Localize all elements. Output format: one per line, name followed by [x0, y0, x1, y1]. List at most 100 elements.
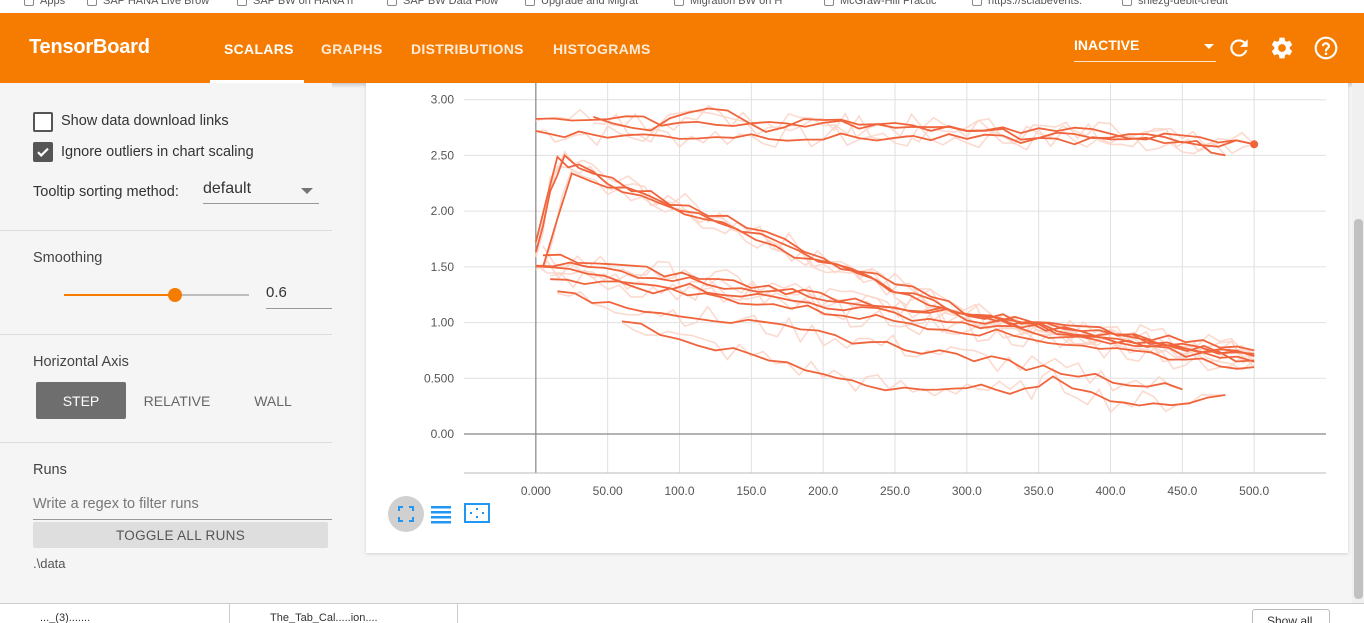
chart-card: 0.000 50.00 100.0 150.0 200.0 250.0 300.0 350.0… [366, 83, 1348, 553]
bookmark-icon [237, 0, 247, 6]
tab-histograms[interactable]: HISTOGRAMS [553, 41, 651, 57]
smoothing-slider-fill [64, 294, 175, 296]
chevron-down-icon [301, 188, 313, 194]
download-label: ..._(3)....... [40, 612, 91, 623]
bookmark-label: Migration BW on H [690, 0, 783, 7]
scrollbar-thumb[interactable] [1354, 219, 1363, 599]
ignore-outliers-checkbox[interactable] [33, 142, 53, 162]
series-line [535, 265, 1255, 363]
bookmark-label: sniezg-debit-credit [1138, 0, 1228, 7]
bookmark-item[interactable]: https://sclabevents. [972, 0, 1082, 7]
bookmark-icon [525, 0, 535, 6]
run-status-dropdown[interactable]: INACTIVE [1074, 37, 1216, 62]
smoothing-slider-handle[interactable] [168, 288, 182, 302]
download-item[interactable]: The_Tab_Cal.....ion.... [230, 604, 458, 623]
active-tab-indicator [210, 80, 304, 83]
bookmark-item[interactable]: Apps [24, 0, 65, 7]
run-filter-input[interactable]: Write a regex to filter runs [33, 496, 332, 520]
tooltip-sorting-dropdown[interactable]: default [203, 180, 319, 204]
raw-series-line [535, 165, 1255, 371]
app-logo: TensorBoard [29, 36, 150, 58]
bookmark-item[interactable]: Upgrade and Migrat [525, 0, 638, 7]
smoothing-value-input[interactable]: 0.6 [266, 284, 332, 309]
y-tick-label: 3.00 [431, 93, 455, 107]
show-download-links-label[interactable]: Show data download links [61, 113, 229, 129]
bookmarks-bar: Apps SAP HANA Live Brow SAP BW on HANA h SA… [0, 0, 1364, 13]
y-tick-label: 2.00 [431, 204, 455, 218]
checkmark-icon [37, 147, 49, 157]
axis-step-button[interactable]: STEP [36, 382, 126, 419]
series-line [550, 278, 1255, 370]
last-point-marker [1250, 140, 1259, 149]
bookmark-label: Upgrade and Migrat [541, 0, 639, 7]
scalar-chart[interactable]: 0.000 50.00 100.0 150.0 200.0 250.0 300.0 350.0… [366, 83, 1348, 553]
bookmark-icon [87, 0, 97, 6]
divider [0, 230, 332, 231]
bookmark-item[interactable]: SAP BW on HANA h [237, 0, 353, 7]
bookmark-icon [1122, 0, 1132, 6]
bookmark-item[interactable]: McGraw-Hill Practic [824, 0, 937, 7]
y-tick-label: 1.50 [431, 260, 455, 274]
x-tick-label: 150.0 [736, 484, 766, 498]
fullscreen-toggle-icon[interactable] [388, 496, 424, 532]
downloads-bar: Show all ..._(3)....... The_Tab_Cal.....i… [0, 603, 1364, 623]
log-scale-toggle-icon[interactable] [424, 496, 460, 532]
x-tick-label: 450.0 [1167, 484, 1197, 498]
bookmark-item[interactable]: SAP BW Data Flow [387, 0, 498, 7]
bookmark-label: SAP BW Data Flow [403, 0, 499, 7]
gear-icon[interactable] [1269, 35, 1295, 61]
bookmark-icon [824, 0, 834, 6]
page-scrollbar[interactable] [1352, 83, 1364, 603]
raw-series-line [542, 245, 1255, 360]
raw-series-line [557, 290, 1183, 392]
bookmark-icon [972, 0, 982, 6]
tab-scalars[interactable]: SCALARS [224, 41, 294, 57]
bookmark-label: SAP BW on HANA h [253, 0, 354, 7]
bookmark-label: Apps [40, 0, 66, 7]
x-tick-label: 250.0 [880, 484, 910, 498]
bookmark-icon [387, 0, 397, 6]
bookmark-label: McGraw-Hill Practic [840, 0, 937, 7]
run-item[interactable]: .\data [33, 556, 66, 571]
y-tick-label: 1.00 [431, 316, 455, 330]
sidebar: Show data download links Ignore outliers… [0, 83, 332, 603]
x-tick-label: 0.000 [521, 484, 551, 498]
bookmark-icon [674, 0, 684, 6]
show-download-links-checkbox[interactable] [33, 112, 53, 132]
ignore-outliers-label[interactable]: Ignore outliers in chart scaling [61, 144, 254, 160]
help-icon[interactable] [1313, 35, 1339, 61]
divider [0, 334, 332, 335]
show-all-downloads-button[interactable]: Show all [1252, 609, 1330, 623]
bookmark-item[interactable]: sniezg-debit-credit [1122, 0, 1228, 7]
download-label: The_Tab_Cal.....ion.... [270, 612, 378, 623]
tab-graphs[interactable]: GRAPHS [321, 41, 383, 57]
divider [0, 442, 332, 443]
smoothing-title: Smoothing [33, 250, 103, 266]
series-line [557, 290, 1183, 391]
refresh-icon[interactable] [1226, 35, 1252, 61]
bookmark-label: https://sclabevents. [988, 0, 1083, 7]
series-line [542, 172, 1255, 355]
series-line [621, 320, 1226, 407]
fit-domain-icon[interactable] [460, 496, 496, 532]
run-status-label: INACTIVE [1074, 37, 1140, 53]
x-tick-label: 400.0 [1095, 484, 1125, 498]
axis-wall-button[interactable]: WALL [254, 392, 292, 409]
series-line [534, 153, 1255, 357]
horizontal-axis-title: Horizontal Axis [33, 354, 129, 370]
tooltip-sorting-label: Tooltip sorting method: [33, 184, 179, 200]
toggle-all-runs-button[interactable]: TOGGLE ALL RUNS [33, 522, 328, 548]
bookmark-icon [24, 0, 34, 6]
chevron-down-icon [1204, 44, 1214, 49]
x-tick-label: 350.0 [1024, 484, 1054, 498]
bookmark-label: SAP HANA Live Brow [103, 0, 210, 7]
axis-relative-button[interactable]: RELATIVE [143, 392, 211, 409]
download-item[interactable]: ..._(3)....... [0, 604, 230, 623]
bookmark-item[interactable]: Migration BW on H [674, 0, 782, 7]
bookmark-item[interactable]: SAP HANA Live Brow [87, 0, 209, 7]
y-tick-label: 0.00 [431, 427, 455, 441]
runs-title: Runs [33, 462, 67, 478]
tab-distributions[interactable]: DISTRIBUTIONS [411, 41, 524, 57]
series-line [535, 115, 1255, 146]
tooltip-sorting-value: default [203, 180, 252, 197]
